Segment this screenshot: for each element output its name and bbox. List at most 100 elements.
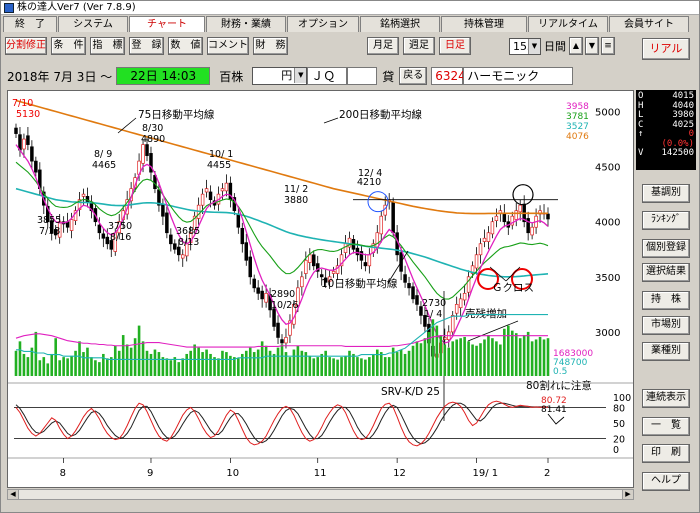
candle-body <box>510 215 515 226</box>
side-button-8[interactable]: 一 覧 <box>642 417 690 436</box>
toolbar-button-4[interactable]: 数 値 <box>168 37 203 55</box>
side-button-10[interactable]: ヘルプ <box>642 472 690 491</box>
volume-bar <box>117 350 121 376</box>
volume-bar <box>368 357 371 376</box>
annotation-label: 200日移動平均線 <box>339 108 423 121</box>
annotation-label: 10日移動平均線 <box>321 277 398 290</box>
volume-bar <box>268 350 272 376</box>
horizontal-scrollbar[interactable]: ◀ ▶ <box>7 489 634 500</box>
gcross-circle-2 <box>511 268 533 291</box>
candle-body <box>470 265 475 274</box>
side-button-3[interactable]: 選択結果 <box>642 263 690 282</box>
toolbar-button-0[interactable]: 分割修正 <box>5 37 47 55</box>
menu-tab-3[interactable]: 財務・業績 <box>206 16 286 32</box>
volume-bar <box>209 353 212 376</box>
menu-tab-6[interactable]: 持株管理 <box>441 16 527 32</box>
toolbar-button-5[interactable]: コメント <box>207 37 249 55</box>
menu-tab-4[interactable]: オプション <box>287 16 359 32</box>
candle-body <box>494 215 499 221</box>
candle-body <box>359 251 364 261</box>
candle-body <box>339 254 344 267</box>
candle-body <box>101 233 106 239</box>
blank-field <box>347 67 378 85</box>
osc-value-label: 80.72 <box>541 396 567 406</box>
real-time-button[interactable]: リアル <box>642 38 690 60</box>
side-button-9[interactable]: 印 刷 <box>642 444 690 463</box>
volume-bar <box>506 325 510 376</box>
day-count-select[interactable]: 155 ▼ <box>509 37 541 55</box>
toolbar-button-1[interactable]: 条 件 <box>51 37 86 55</box>
annotation-label: 80割れに注意 <box>526 379 592 392</box>
candle-body <box>284 337 288 344</box>
legend-value: 3781 <box>566 112 589 122</box>
candle-body <box>331 270 336 274</box>
candle-body <box>69 219 74 231</box>
period-button-2[interactable]: 日足 <box>439 37 471 55</box>
volume-bar <box>237 358 240 376</box>
code-field[interactable]: 6324 <box>431 67 466 85</box>
annotation-label: 8/ 9 <box>94 149 112 160</box>
arrow-down-button[interactable]: ▼ <box>585 37 599 55</box>
quote-row: O 4015 <box>638 91 694 102</box>
volume-bar <box>518 338 522 376</box>
menu-tab-8[interactable]: 会員サイト <box>609 16 689 32</box>
back-button[interactable]: 戻る <box>399 67 428 85</box>
currency-select[interactable]: 円 ▼ <box>252 67 308 85</box>
side-button-1[interactable]: ﾗﾝｷﾝｸﾞ <box>642 211 690 230</box>
scroll-right-icon[interactable]: ▶ <box>622 490 633 499</box>
annotation-label: 8/16 <box>110 232 131 243</box>
candle-body <box>165 212 169 234</box>
candle-body <box>518 204 522 213</box>
count-toolbar: 155 ▼ 日間 ▲ ▼ ≡ <box>509 37 615 55</box>
candle-body <box>192 215 197 230</box>
menu-tab-7[interactable]: リアルタイム <box>528 16 608 32</box>
side-button-4[interactable]: 持 株 <box>642 291 690 310</box>
candle-body <box>280 339 284 344</box>
menu-tab-2[interactable]: チャート <box>129 16 205 32</box>
side-button-6[interactable]: 業種別 <box>642 342 690 361</box>
toolbar-button-2[interactable]: 指 標 <box>90 37 125 55</box>
legend-value: 4076 <box>566 132 589 142</box>
menu-button[interactable]: ≡ <box>601 37 615 55</box>
toolbar-button-3[interactable]: 登 録 <box>129 37 164 55</box>
ma200-line <box>15 99 548 215</box>
quote-row: (0.0%) <box>638 139 694 150</box>
volume-bar <box>54 338 58 376</box>
menu-tab-5[interactable]: 銘柄選択 <box>360 16 440 32</box>
annotation-label: 3685 <box>176 226 200 237</box>
volume-bar <box>264 345 268 376</box>
candle-body <box>288 320 292 336</box>
arrow-up-button[interactable]: ▲ <box>569 37 583 55</box>
volume-bar <box>546 338 550 376</box>
scroll-left-icon[interactable]: ◀ <box>8 490 19 499</box>
volume-bar <box>538 336 542 376</box>
quote-value: 0 <box>688 129 694 139</box>
candle-body <box>403 274 407 283</box>
candle-body <box>81 193 86 197</box>
candle-body <box>514 210 518 220</box>
side-button-2[interactable]: 個別登録 <box>642 239 690 258</box>
highlight-circle-black <box>512 184 534 206</box>
volume-bar <box>221 350 224 376</box>
period-button-0[interactable]: 月足 <box>367 37 399 55</box>
volume-bar <box>58 360 61 376</box>
volume-bar <box>205 349 208 376</box>
volume-bar <box>292 349 296 376</box>
toolbar-button-6[interactable]: 財 務 <box>253 37 288 55</box>
side-button-5[interactable]: 市場別 <box>642 316 690 335</box>
period-button-1[interactable]: 週足 <box>403 37 435 55</box>
candle-body <box>260 290 264 300</box>
volume-bar <box>495 341 498 376</box>
candle-body <box>180 254 185 259</box>
volume-bar <box>447 347 451 376</box>
osc-value-label: 81.41 <box>541 405 567 415</box>
menu-tab-1[interactable]: システム <box>58 16 128 32</box>
x-tick-label: 8 <box>60 468 66 479</box>
candle-body <box>141 144 145 164</box>
volume-bar <box>256 349 260 376</box>
candle-body <box>204 188 209 193</box>
side-button-0[interactable]: 基調別 <box>642 184 690 203</box>
side-button-7[interactable]: 連続表示 <box>642 389 690 408</box>
menu-tab-0[interactable]: 終 了 <box>3 16 57 32</box>
